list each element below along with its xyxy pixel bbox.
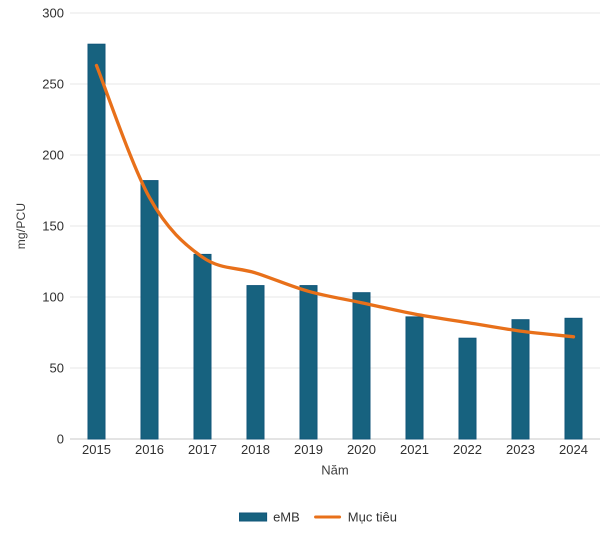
bar-2024 xyxy=(564,317,583,440)
x-tick-label: 2019 xyxy=(294,442,323,457)
x-tick-label: 2016 xyxy=(135,442,164,457)
legend-bar-label: eMB xyxy=(273,509,300,525)
bar-2023 xyxy=(511,319,530,440)
y-tick-label: 150 xyxy=(42,219,64,234)
x-tick-label: 2024 xyxy=(559,442,588,457)
y-tick-label: 50 xyxy=(50,361,64,376)
bar-2015 xyxy=(87,43,106,440)
y-tick-label: 300 xyxy=(42,6,64,21)
x-axis-title: Năm xyxy=(321,462,349,478)
y-tick-label: 0 xyxy=(57,432,64,447)
legend-bar-swatch-icon xyxy=(239,512,268,522)
x-tick-label: 2017 xyxy=(188,442,217,457)
bar-2017 xyxy=(193,253,212,440)
bar-2022 xyxy=(458,337,477,440)
bar-2018 xyxy=(246,285,265,440)
bar-2019 xyxy=(299,285,318,440)
x-tick-label: 2021 xyxy=(400,442,429,457)
y-tick-label: 200 xyxy=(42,148,64,163)
x-tick-label: 2020 xyxy=(347,442,376,457)
bar-2021 xyxy=(405,316,424,440)
y-tick-label: 250 xyxy=(42,77,64,92)
legend-line-swatch-icon xyxy=(313,515,341,519)
y-axis-title: mg/PCU xyxy=(14,202,28,250)
y-tick-label: 100 xyxy=(42,290,64,305)
x-tick-label: 2023 xyxy=(506,442,535,457)
legend-line-label: Mục tiêu xyxy=(347,509,397,525)
x-tick-label: 2022 xyxy=(453,442,482,457)
bar-2016 xyxy=(140,180,159,440)
legend: eMB Mục tiêu xyxy=(239,510,397,525)
x-tick-label: 2018 xyxy=(241,442,270,457)
bar-2020 xyxy=(352,292,371,440)
x-tick-label: 2015 xyxy=(82,442,111,457)
target-line xyxy=(94,63,576,339)
